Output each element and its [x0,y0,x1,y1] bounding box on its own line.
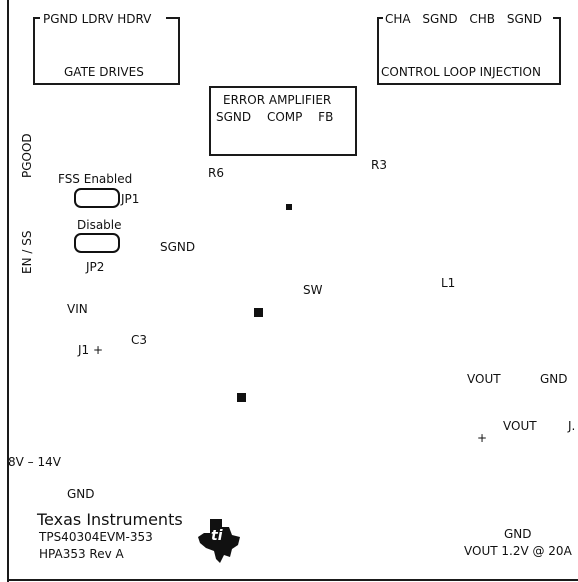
jp2-label: JP2 [86,260,105,274]
r3-label: R3 [371,158,387,172]
revision-label: HPA353 Rev A [39,547,124,561]
via-pad [237,393,246,402]
vout-top-label: VOUT [467,372,501,386]
sgnd-label: SGND [160,240,196,254]
board-edge-bottom [7,579,578,581]
ti-logo-icon: ti [198,519,240,563]
board-edge-left [7,0,9,582]
input-range-label: 8V – 14V [8,455,61,469]
j1-label: J1 + [78,343,104,357]
jp2-outline [74,233,120,253]
gnd-bottom-right-label: GND [504,527,532,541]
company-name: Texas Instruments [37,510,183,529]
r6-label: R6 [208,166,224,180]
gnd-right-label: GND [540,372,568,386]
plus-right-label: + [477,431,488,445]
pgood-label: PGOOD [20,133,34,178]
svg-text:ti: ti [211,528,223,544]
jp1-label: JP1 [121,192,140,206]
j-cut-label: J. [568,419,576,433]
sw-label: SW [303,283,323,297]
l1-label: L1 [441,276,456,290]
via-pad [254,308,263,317]
fss-enabled-label: FSS Enabled [58,172,133,186]
part-number: TPS40304EVM-353 [39,530,153,544]
disable-label: Disable [77,218,122,232]
vout-mid-label: VOUT [503,419,537,433]
c3-label: C3 [131,333,148,347]
error-amp-title: ERROR AMPLIFIER [223,93,332,107]
gate-drives-pins: PGND LDRV HDRV [43,12,152,26]
vin-label: VIN [67,302,88,316]
error-amp-box [209,86,357,156]
gate-drives-title: GATE DRIVES [64,65,144,79]
control-loop-title: CONTROL LOOP INJECTION [381,65,541,79]
en-ss-label: EN / SS [20,230,34,274]
via-pad [286,204,292,210]
jp1-outline [74,188,120,208]
gnd-left-label: GND [67,487,95,501]
error-amp-pins: SGND COMP FB [216,110,334,124]
vout-rating-label: VOUT 1.2V @ 20A [464,544,572,558]
control-loop-pins: CHA SGND CHB SGND [385,12,542,26]
